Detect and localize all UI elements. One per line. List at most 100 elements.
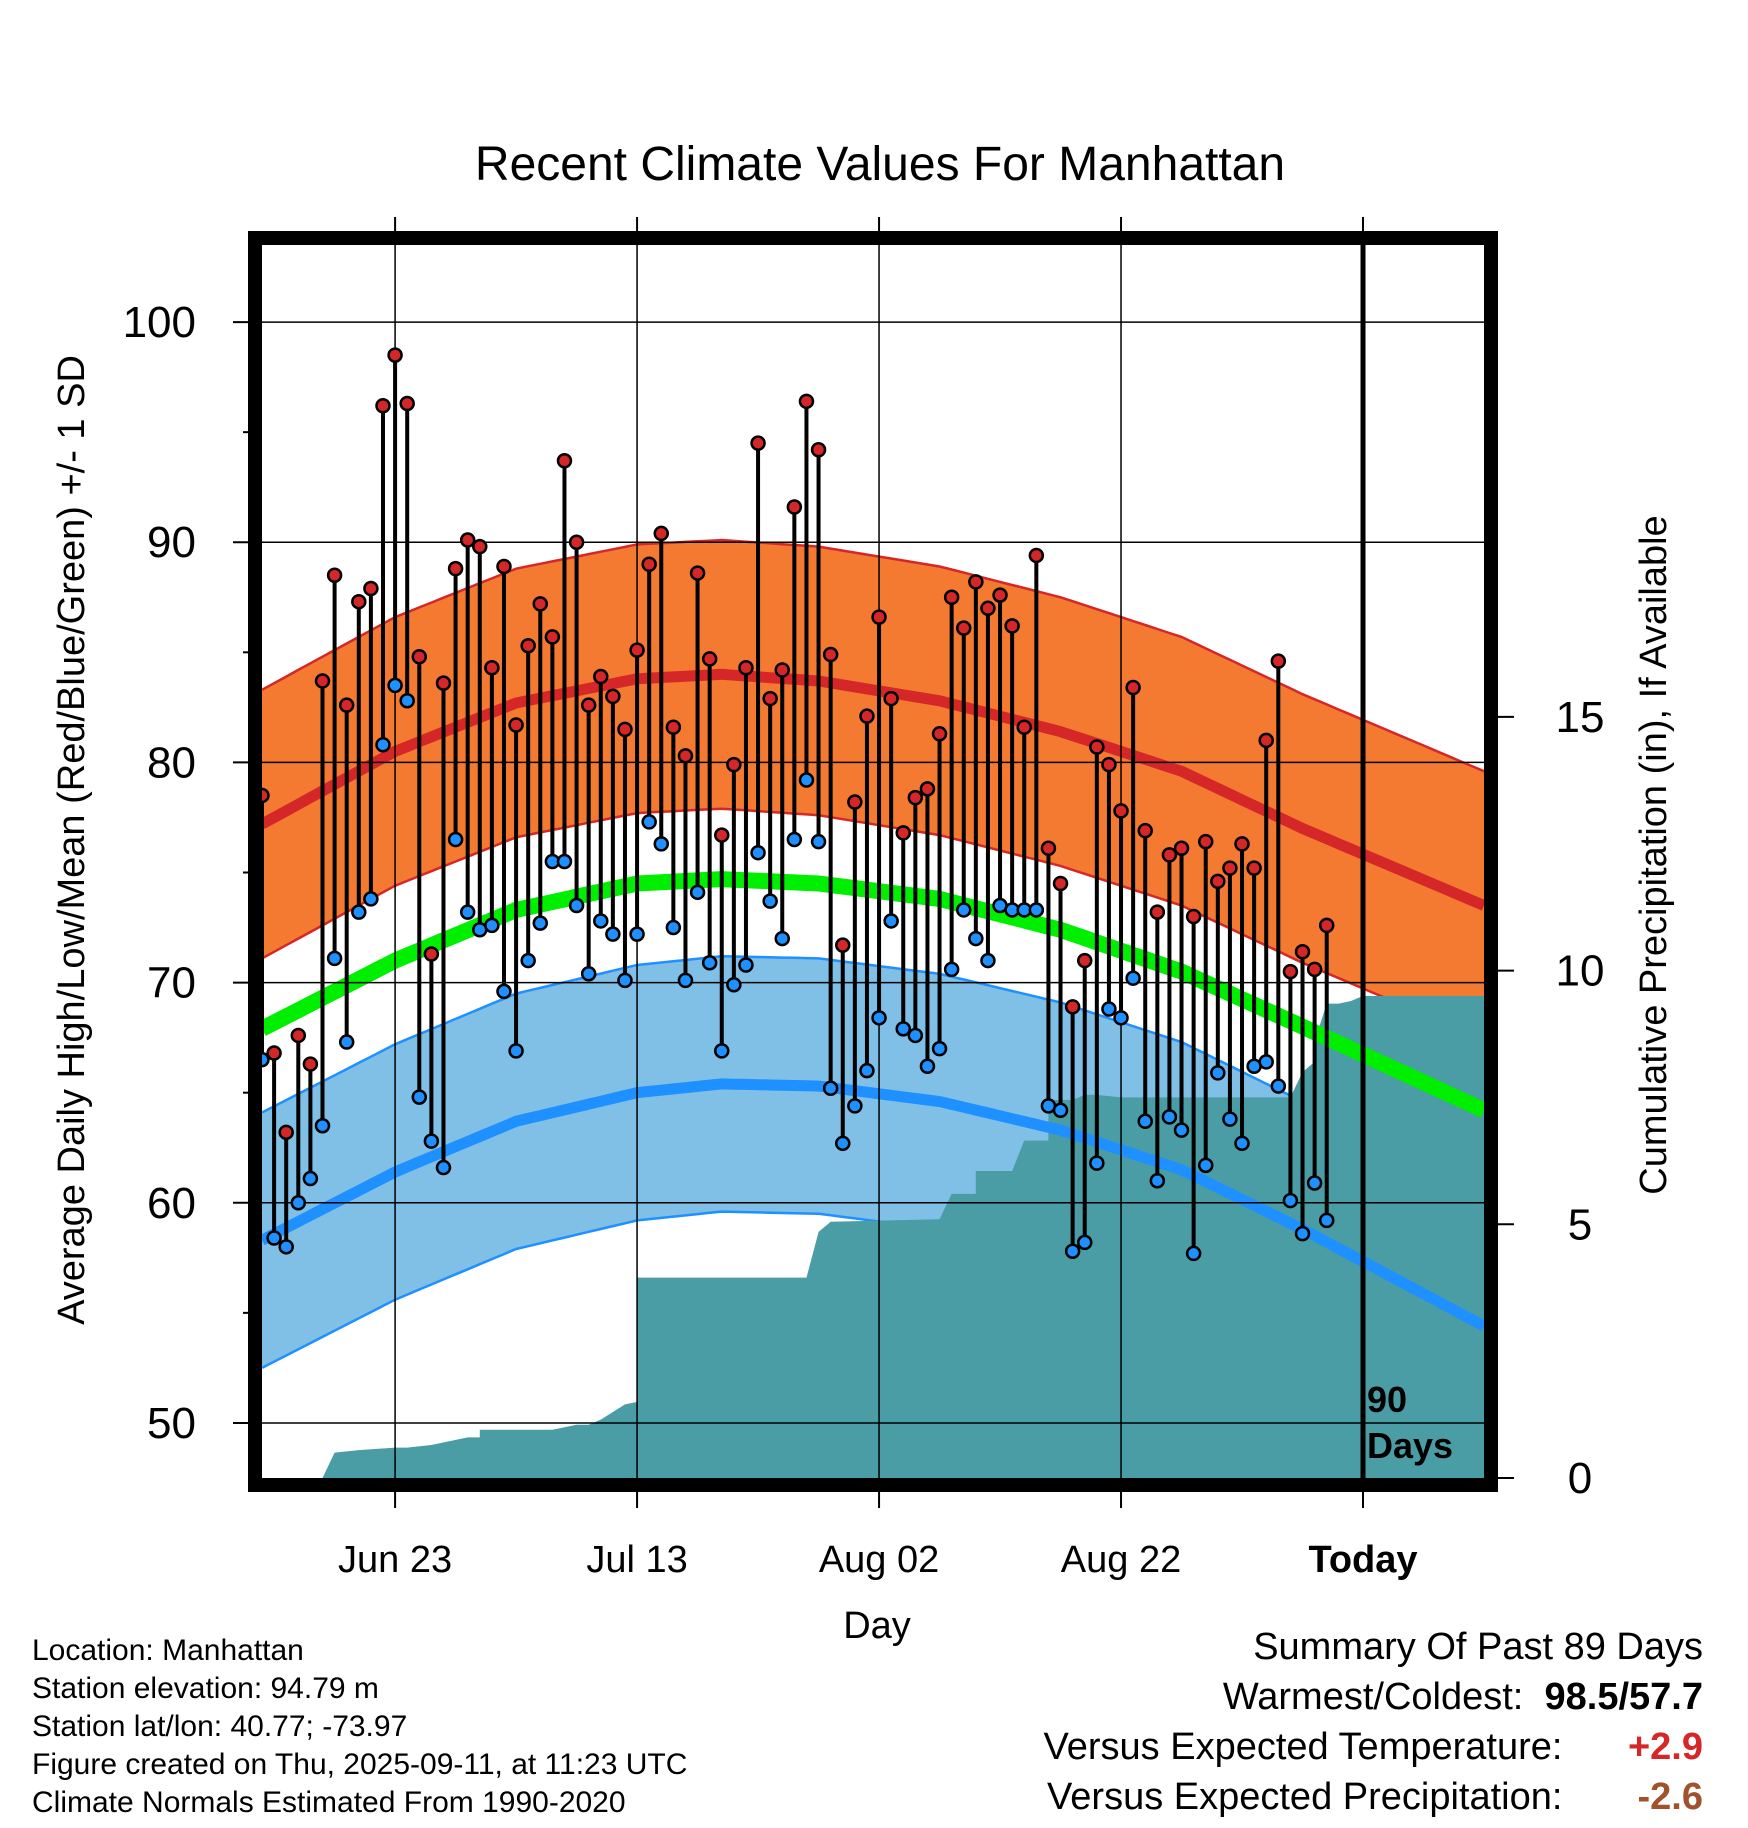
daily-high-point: [1318, 917, 1335, 934]
daily-low-point: [1197, 1157, 1214, 1174]
daily-high-point: [750, 435, 766, 451]
daily-low-point: [762, 893, 778, 909]
daily-low-point: [653, 836, 670, 852]
daily-high-point: [1028, 547, 1045, 564]
daily-low-point: [714, 1043, 730, 1059]
daily-low-point: [980, 952, 996, 969]
daily-high-point: [387, 347, 403, 363]
warm-cold-label: Warmest/Coldest:: [1222, 1676, 1524, 1718]
daily-low-point: [411, 1089, 428, 1105]
x-tick-label: Today: [1308, 1539, 1417, 1581]
y2-tick-label: 10: [1556, 947, 1605, 996]
daily-low-point: [1101, 1001, 1117, 1017]
daily-high-point: [472, 538, 488, 555]
daily-high-point: [714, 827, 730, 843]
daily-low-point: [641, 814, 657, 830]
daily-low-point: [278, 1239, 294, 1255]
coldest-value: 57.7: [1629, 1676, 1703, 1718]
temp-anomaly-value: +2.9: [1627, 1726, 1703, 1768]
daily-high-point: [931, 726, 948, 742]
today-marker-label-count: 90: [1367, 1379, 1407, 1420]
daily-high-point: [351, 593, 367, 610]
daily-low-point: [520, 952, 536, 969]
daily-high-point: [1064, 999, 1081, 1015]
daily-high-point: [895, 825, 911, 841]
daily-low-point: [798, 772, 815, 788]
daily-high-point: [568, 534, 585, 550]
daily-low-point: [1076, 1234, 1093, 1251]
daily-low-point: [387, 677, 403, 694]
x-tick-label: Jul 13: [586, 1539, 687, 1581]
daily-low-point: [895, 1021, 911, 1037]
daily-low-point: [1113, 1010, 1129, 1026]
daily-low-point: [580, 966, 597, 982]
daily-low-point: [1210, 1065, 1226, 1081]
daily-low-point: [835, 1135, 851, 1152]
normal-low-band: [262, 956, 1484, 1454]
daily-low-point: [968, 930, 984, 947]
normal-high-band: [262, 540, 1484, 1040]
temp-label: Versus Expected Temperature:: [1043, 1726, 1563, 1768]
daily-low-point: [847, 1098, 863, 1114]
daily-high-point: [968, 574, 984, 590]
daily-low-point: [1125, 970, 1141, 986]
daily-high-point: [774, 662, 791, 678]
daily-high-point: [1258, 732, 1274, 749]
daily-high-point: [1306, 961, 1323, 978]
daily-high-point: [786, 499, 803, 515]
daily-high-point: [508, 717, 524, 733]
daily-low-point: [943, 961, 960, 978]
daily-high-point: [1089, 739, 1105, 755]
station-info: Location: Manhattan Station elevation: 9…: [32, 1632, 687, 1822]
daily-low-point: [907, 1027, 924, 1044]
y-axis-label: Average Daily High/Low/Mean (Red/Blue/Gr…: [51, 355, 93, 1325]
daily-low-point: [871, 1010, 887, 1026]
daily-high-point: [677, 748, 694, 764]
daily-low-point: [266, 1230, 282, 1246]
chart-title: Recent Climate Values For Manhattan: [475, 138, 1285, 191]
daily-high-point: [1004, 618, 1020, 634]
daily-low-point: [290, 1195, 307, 1211]
daily-high-point: [1197, 833, 1214, 850]
daily-low-point: [302, 1170, 319, 1187]
daily-low-point: [1234, 1135, 1250, 1152]
daily-low-point: [1028, 902, 1045, 918]
daily-low-point: [447, 831, 464, 848]
daily-high-point: [1234, 836, 1250, 852]
daily-low-point: [701, 955, 718, 971]
daily-high-point: [665, 719, 682, 735]
daily-low-point: [774, 930, 791, 947]
daily-low-point: [326, 950, 343, 967]
daily-low-point: [459, 904, 476, 920]
daily-high-point: [738, 659, 754, 676]
daily-low-point: [1282, 1192, 1299, 1209]
daily-high-point: [835, 937, 851, 953]
daily-high-point: [1052, 875, 1069, 892]
daily-high-point: [423, 946, 440, 962]
daily-high-point: [1076, 952, 1093, 969]
daily-low-point: [1052, 1102, 1069, 1119]
info-location: Location: Manhattan: [32, 1634, 304, 1667]
y-tick-label: 70: [147, 959, 196, 1008]
daily-high-point: [1294, 944, 1311, 960]
daily-low-point: [314, 1117, 331, 1134]
info-created: Figure created on Thu, 2025-09-11, at 11…: [32, 1748, 688, 1781]
daily-low-point: [568, 897, 585, 914]
daily-high-point: [822, 646, 839, 663]
daily-high-point: [544, 629, 561, 645]
daily-high-point: [1016, 719, 1032, 735]
daily-high-point: [726, 756, 742, 773]
daily-high-point: [593, 668, 609, 685]
daily-high-point: [266, 1045, 282, 1061]
daily-low-point: [786, 831, 803, 848]
today-marker-label-days: Days: [1367, 1425, 1453, 1466]
summary-extremes: Warmest/Coldest: 98.5/57.7: [1044, 1672, 1703, 1722]
daily-high-point: [411, 648, 428, 665]
daily-low-point: [750, 844, 766, 861]
daily-high-point: [447, 560, 464, 577]
daily-high-point: [520, 637, 536, 654]
daily-low-point: [883, 913, 899, 929]
y2-tick-label: 15: [1556, 693, 1605, 742]
daily-high-point: [605, 688, 621, 705]
daily-low-point: [677, 972, 694, 989]
